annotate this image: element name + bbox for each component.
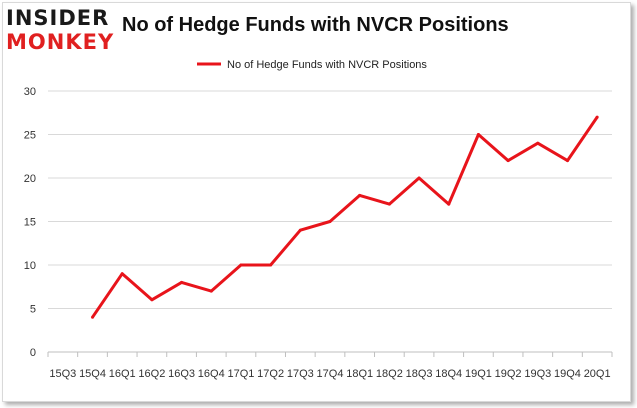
- data-point: [358, 193, 362, 197]
- x-tick-label: 18Q1: [346, 368, 373, 380]
- x-tick-label: 17Q1: [227, 368, 254, 380]
- data-point: [239, 263, 243, 267]
- data-point: [536, 141, 540, 145]
- data-point: [91, 315, 95, 319]
- y-tick-label: 25: [24, 130, 36, 142]
- x-tick-label: 18Q3: [406, 368, 433, 380]
- x-tick-label: 19Q3: [524, 368, 551, 380]
- x-tick-label: 17Q2: [257, 368, 284, 380]
- logo-line-2: MONKEY: [6, 30, 115, 54]
- data-point: [595, 115, 599, 119]
- x-tick-label: 18Q2: [376, 368, 403, 380]
- chart-title: No of Hedge Funds with NVCR Positions: [122, 14, 509, 36]
- chart-frame: [2, 2, 631, 402]
- data-point: [565, 159, 569, 163]
- x-tick-label: 19Q4: [554, 368, 581, 380]
- y-tick-label: 30: [24, 86, 36, 98]
- data-point: [417, 176, 421, 180]
- x-tick-label: 17Q3: [287, 368, 314, 380]
- x-tick-label: 19Q1: [465, 368, 492, 380]
- data-point: [269, 263, 273, 267]
- data-point: [476, 133, 480, 136]
- y-tick-label: 15: [24, 217, 36, 229]
- x-tick-label: 16Q4: [198, 368, 225, 380]
- data-point: [298, 228, 302, 232]
- data-point: [506, 159, 510, 163]
- x-tick-label: 16Q3: [168, 368, 195, 380]
- x-tick-label: 15Q4: [79, 368, 106, 380]
- data-point: [447, 202, 451, 206]
- data-point: [180, 280, 184, 284]
- x-tick-label: 15Q3: [49, 368, 76, 380]
- logo-line-1: INSIDER: [6, 6, 110, 30]
- y-tick-label: 0: [30, 347, 36, 359]
- data-point: [328, 220, 332, 223]
- x-tick-label: 17Q4: [317, 368, 344, 380]
- data-point: [150, 298, 154, 302]
- data-point: [209, 289, 213, 293]
- x-tick-label: 16Q2: [138, 368, 165, 380]
- insider-monkey-logo: INSIDER MONKEY: [6, 6, 116, 56]
- data-point: [120, 272, 124, 276]
- y-tick-label: 20: [24, 173, 36, 185]
- y-tick-label: 10: [24, 260, 36, 272]
- data-point: [387, 202, 391, 206]
- series-line-0: [91, 116, 599, 319]
- x-tick-label: 18Q4: [435, 368, 462, 380]
- x-tick-label: 20Q1: [584, 368, 611, 380]
- x-tick-label: 19Q2: [495, 368, 522, 380]
- legend-label: No of Hedge Funds with NVCR Positions: [227, 59, 427, 71]
- x-tick-label: 16Q1: [109, 368, 136, 380]
- y-tick-label: 5: [30, 304, 36, 316]
